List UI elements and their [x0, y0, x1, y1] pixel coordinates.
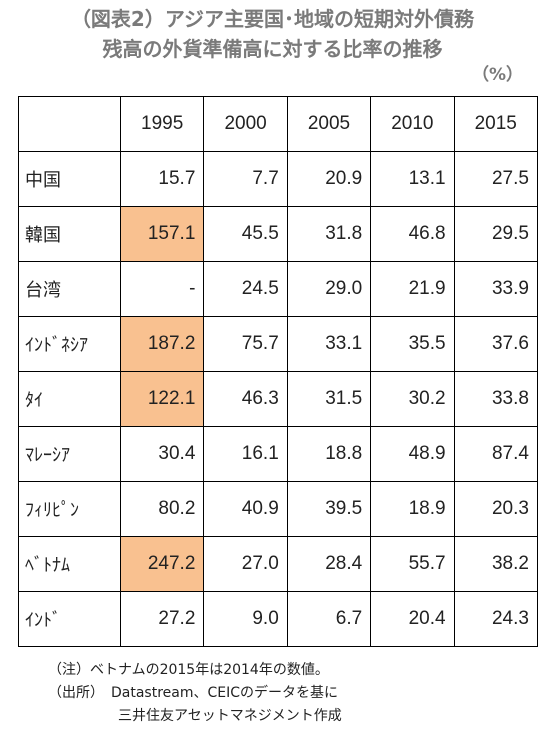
country-label: 韓国 [18, 206, 121, 262]
table-row: ｲﾝﾄﾞ 27.2 9.0 6.7 20.4 24.3 [18, 591, 538, 647]
value-cell: 157.1 [119, 206, 205, 262]
value-cell: 122.1 [119, 371, 205, 427]
value-cell: 48.9 [370, 426, 455, 482]
title-line-2: 残高の外貨準備高に対する比率の推移 [102, 37, 443, 61]
country-label: ｲﾝﾄﾞ [18, 591, 121, 647]
value-cell: 27.5 [453, 151, 538, 207]
value-cell: 40.9 [203, 481, 288, 537]
country-label: ﾌｨﾘﾋﾟﾝ [18, 481, 121, 537]
value-cell: 20.3 [453, 481, 538, 537]
value-cell: 29.5 [453, 206, 538, 262]
value-cell: 29.0 [286, 261, 372, 317]
value-cell: 80.2 [119, 481, 205, 537]
value-cell: 28.4 [286, 536, 372, 592]
value-cell: - [119, 261, 205, 317]
value-cell: 30.4 [119, 426, 205, 482]
source-line: 三井住友アセットマネジメント作成 [118, 708, 342, 724]
table-row: ﾍﾞﾄﾅﾑ 247.2 27.0 28.4 55.7 38.2 [18, 536, 538, 592]
value-cell: 27.0 [203, 536, 288, 592]
value-cell: 7.7 [203, 151, 288, 207]
value-cell: 38.2 [453, 536, 538, 592]
value-cell: 9.0 [203, 591, 288, 647]
table-row: ﾏﾚｰｼｱ 30.4 16.1 18.8 48.9 87.4 [18, 426, 538, 482]
value-cell: 31.8 [286, 206, 372, 262]
corner-cell [18, 96, 121, 152]
value-cell: 55.7 [370, 536, 455, 592]
unit-label: （%） [471, 65, 523, 85]
header-row: 1995 2000 2005 2010 2015 [18, 96, 538, 152]
country-label: ﾀｲ [18, 371, 121, 427]
title-line-1: （図表2）アジア主要国･地域の短期対外債務 [70, 7, 475, 31]
value-cell: 21.9 [370, 261, 455, 317]
value-cell: 20.4 [370, 591, 455, 647]
value-cell: 30.2 [370, 371, 455, 427]
value-cell: 46.3 [203, 371, 288, 427]
table-row: 中国 15.7 7.7 20.9 13.1 27.5 [18, 151, 538, 207]
value-cell: 18.9 [370, 481, 455, 537]
value-cell: 18.8 [286, 426, 372, 482]
year-header: 2000 [203, 96, 288, 152]
value-cell: 75.7 [203, 316, 288, 372]
value-cell: 27.2 [119, 591, 205, 647]
value-cell: 35.5 [370, 316, 455, 372]
year-header: 1995 [119, 96, 205, 152]
year-header: 2015 [453, 96, 538, 152]
value-cell: 37.6 [453, 316, 538, 372]
value-cell: 24.3 [453, 591, 538, 647]
country-label: 台湾 [18, 261, 121, 317]
value-cell: 45.5 [203, 206, 288, 262]
source-line: （出所） Datastream、CEICのデータを基に [48, 685, 339, 701]
country-label: 中国 [18, 151, 121, 207]
country-label: ｲﾝﾄﾞﾈｼｱ [18, 316, 121, 372]
value-cell: 33.1 [286, 316, 372, 372]
value-cell: 247.2 [119, 536, 205, 592]
value-cell: 46.8 [370, 206, 455, 262]
table-row: 韓国 157.1 45.5 31.8 46.8 29.5 [18, 206, 538, 262]
table-row: ﾀｲ 122.1 46.3 31.5 30.2 33.8 [18, 371, 538, 427]
value-cell: 6.7 [286, 591, 372, 647]
value-cell: 13.1 [370, 151, 455, 207]
table-row: ｲﾝﾄﾞﾈｼｱ 187.2 75.7 33.1 35.5 37.6 [18, 316, 538, 372]
country-label: ﾏﾚｰｼｱ [18, 426, 121, 482]
value-cell: 15.7 [119, 151, 205, 207]
value-cell: 16.1 [203, 426, 288, 482]
value-cell: 87.4 [453, 426, 538, 482]
value-cell: 20.9 [286, 151, 372, 207]
year-header: 2010 [370, 96, 455, 152]
ratio-table: 1995 2000 2005 2010 2015 中国 15.7 7.7 20.9 13… [18, 96, 538, 647]
table-row: 台湾 -24.5 29.0 21.9 33.9 [18, 261, 538, 317]
value-cell: 24.5 [203, 261, 288, 317]
table-row: ﾌｨﾘﾋﾟﾝ 80.2 40.9 39.5 18.9 20.3 [18, 481, 538, 537]
country-label: ﾍﾞﾄﾅﾑ [18, 536, 121, 592]
value-cell: 187.2 [119, 316, 205, 372]
year-header: 2005 [286, 96, 372, 152]
value-cell: 31.5 [286, 371, 372, 427]
value-cell: 33.9 [453, 261, 538, 317]
notes: （注）ベトナムの2015年は2014年の数値。 （出所） Datastream、… [48, 659, 342, 728]
value-cell: 33.8 [453, 371, 538, 427]
note-line: （注）ベトナムの2015年は2014年の数値。 [48, 662, 329, 678]
value-cell: 39.5 [286, 481, 372, 537]
